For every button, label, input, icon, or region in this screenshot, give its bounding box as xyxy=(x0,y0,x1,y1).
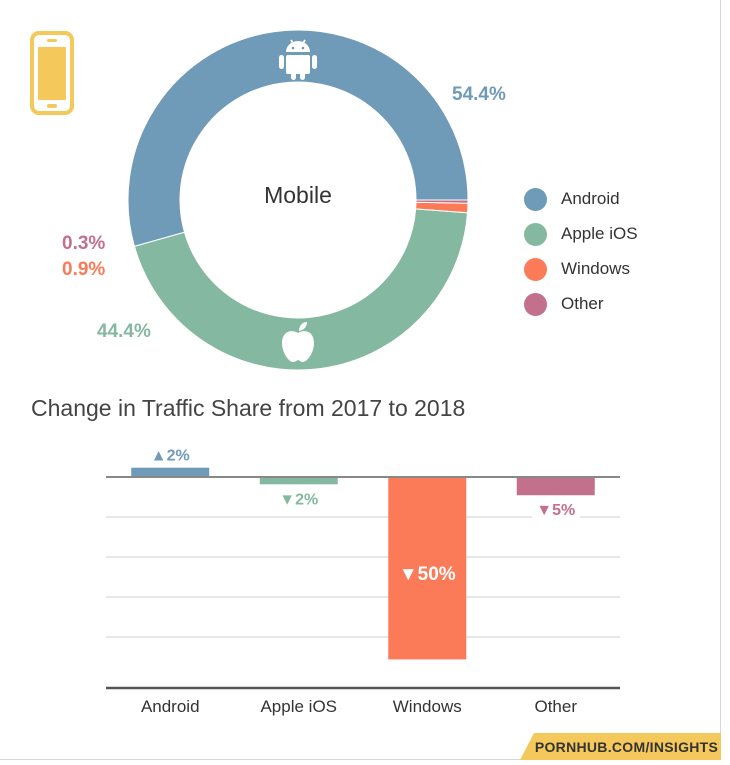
bar-value-label-apple-ios: ▼2% xyxy=(279,491,318,508)
legend-item-windows: Windows xyxy=(524,257,630,281)
legend-label-other: Other xyxy=(561,294,604,313)
bar-marks xyxy=(131,467,595,660)
legend-swatch-windows xyxy=(524,257,547,281)
donut-slice-other xyxy=(415,199,469,204)
x-tick-label-apple-ios: Apple iOS xyxy=(260,697,337,716)
bar-chart-title: Change in Traffic Share from 2017 to 201… xyxy=(31,395,466,421)
x-tick-label-other: Other xyxy=(534,697,577,716)
legend-item-android: Android xyxy=(524,187,620,211)
bar-value-label-other: ▼5% xyxy=(536,502,575,519)
legend-item-other: Other xyxy=(524,292,604,316)
x-tick-label-android: Android xyxy=(141,697,200,716)
legend-item-ios: Apple iOS xyxy=(524,222,638,246)
mobile-donut-chart: Mobile xyxy=(127,29,469,371)
legend-label-windows: Windows xyxy=(561,259,630,278)
bar-value-labels: ▲2% ▼2% ▼50% ▼5% xyxy=(151,448,580,585)
traffic-change-bar-chart: ▲2% ▼2% ▼50% ▼5% Android Apple iOS Windows Oth… xyxy=(106,448,620,716)
legend-label-ios: Apple iOS xyxy=(561,224,638,243)
x-tick-label-windows: Windows xyxy=(393,697,462,716)
bar-android xyxy=(131,467,210,477)
bar-other xyxy=(516,477,595,496)
donut-slices xyxy=(127,29,469,371)
footer-banner: PORNHUB.COM/INSIGHTS xyxy=(520,733,721,760)
footer-source-link[interactable]: PORNHUB.COM/INSIGHTS xyxy=(534,738,719,755)
bar-value-label-windows: ▼50% xyxy=(399,564,456,585)
smartphone-icon xyxy=(30,31,74,115)
bar-grid xyxy=(106,516,620,638)
legend-swatch-android xyxy=(524,187,547,211)
legend-label-android: Android xyxy=(561,189,620,208)
bar-windows xyxy=(388,477,467,660)
ios-percent-label: 44.4% xyxy=(97,321,151,342)
apple-icon xyxy=(282,322,314,362)
other-percent-label: 0.3% xyxy=(62,233,106,254)
windows-percent-label: 0.9% xyxy=(62,259,106,280)
bar-value-label-backing xyxy=(274,490,323,509)
bar-apple-ios xyxy=(259,477,338,485)
donut-slice-apple-ios xyxy=(133,208,469,371)
bar-value-label-android: ▲2% xyxy=(151,448,190,465)
android-percent-label: 54.4% xyxy=(452,84,506,105)
android-icon xyxy=(279,39,317,80)
bar-value-label-backing xyxy=(531,501,580,520)
bar-axis-labels: Android Apple iOS Windows Other xyxy=(141,697,577,716)
donut-center-title: Mobile xyxy=(264,182,332,208)
legend-swatch-other xyxy=(524,292,547,316)
legend-swatch-ios xyxy=(524,222,547,246)
donut-slice-android xyxy=(127,29,469,248)
